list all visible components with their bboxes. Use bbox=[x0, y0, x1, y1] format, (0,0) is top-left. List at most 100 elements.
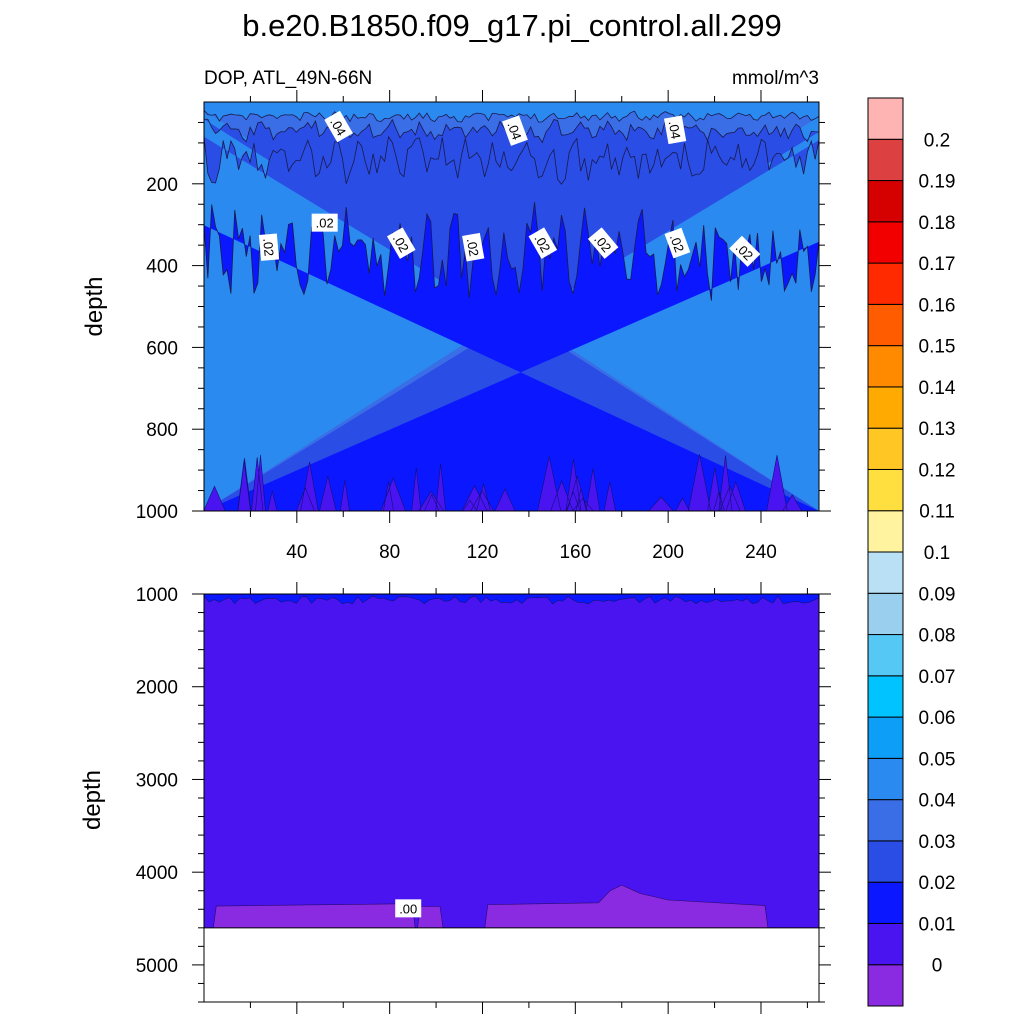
colorbar-label: 0.05 bbox=[919, 749, 956, 770]
contour-label-bg bbox=[663, 115, 687, 145]
upper-contour-label: .02 bbox=[587, 227, 619, 259]
y-tick-label: 200 bbox=[146, 175, 178, 196]
colorbar-swatch bbox=[867, 716, 904, 759]
colorbar-label: 0.16 bbox=[919, 295, 956, 316]
colorbar-swatch bbox=[867, 427, 904, 470]
y-tick-label: 4000 bbox=[136, 863, 178, 884]
contour-label: .02 bbox=[667, 232, 687, 254]
contour-label-bg bbox=[587, 227, 619, 259]
y-tick-label: 2000 bbox=[136, 678, 178, 699]
colorbar-label: 0.09 bbox=[919, 584, 956, 605]
upper-contour-label: .04 bbox=[502, 115, 528, 146]
lower-contour-label: .00 bbox=[395, 899, 422, 918]
upper-contour-label: .04 bbox=[324, 110, 353, 143]
colorbar-swatch bbox=[867, 922, 904, 966]
upper-contour-label: .02 bbox=[729, 235, 761, 267]
y-tick-label: 3000 bbox=[136, 770, 178, 791]
colorbar-label: 0.04 bbox=[919, 791, 956, 812]
colorbar-swatch bbox=[867, 262, 904, 305]
x-tick-label: 80 bbox=[379, 542, 400, 563]
upper-y-axis-label: depth bbox=[81, 276, 108, 336]
upper-contour-label: .02 bbox=[258, 233, 280, 261]
contour-line-0 bbox=[203, 110, 820, 123]
contour-label: .00 bbox=[399, 901, 417, 916]
band-0-lower bbox=[417, 906, 444, 929]
colorbar-swatch bbox=[867, 757, 904, 801]
contour-label: .02 bbox=[316, 216, 334, 231]
contour-label-bg bbox=[311, 213, 338, 232]
colorbar-swatch bbox=[867, 675, 904, 718]
right-subtitle: mmol/m^3 bbox=[732, 68, 819, 89]
colorbar-swatch bbox=[867, 964, 904, 1007]
contour-line-2 bbox=[203, 135, 820, 185]
colorbar-label: 0.1 bbox=[924, 543, 950, 564]
colorbar-label: 0.03 bbox=[919, 832, 956, 853]
colorbar-swatch bbox=[867, 592, 904, 636]
band-0-lower bbox=[212, 903, 416, 929]
x-tick-label: 200 bbox=[652, 542, 684, 563]
x-tick-label: 120 bbox=[467, 542, 499, 563]
colorbar-swatch bbox=[867, 468, 904, 512]
contour-label: .02 bbox=[260, 238, 277, 257]
contour-label-bg bbox=[386, 227, 416, 259]
colorbar-swatch bbox=[867, 345, 904, 388]
y-tick-label: 600 bbox=[146, 338, 178, 359]
upper-contour-label: .02 bbox=[462, 232, 485, 262]
lower-y-axis-label: depth bbox=[79, 770, 106, 830]
y-tick-label: 1000 bbox=[136, 502, 178, 523]
upper-contour-label: .04 bbox=[663, 115, 687, 145]
x-tick-label: 160 bbox=[559, 542, 591, 563]
y-tick-label: 5000 bbox=[136, 956, 178, 977]
colorbar-label: 0.2 bbox=[924, 130, 950, 151]
colorbar-label: 0 bbox=[932, 956, 943, 977]
colorbar-label: 0.06 bbox=[919, 708, 956, 729]
band-0.03b bbox=[204, 136, 819, 512]
contour-label-bg bbox=[462, 232, 485, 262]
band-0.00-lower bbox=[204, 594, 819, 928]
contour-label-bg bbox=[664, 227, 691, 259]
colorbar-label: 0.18 bbox=[919, 213, 956, 234]
colorbar-swatch bbox=[867, 138, 904, 182]
upper-contour-label: .02 bbox=[311, 213, 338, 232]
contour-label: .04 bbox=[666, 120, 684, 140]
bathymetry-mask bbox=[204, 927, 819, 1002]
colorbar-label: 0.13 bbox=[919, 419, 956, 440]
x-tick-label: 40 bbox=[286, 542, 307, 563]
upper-contour-label: .02 bbox=[528, 227, 558, 259]
colorbar-swatch bbox=[867, 799, 904, 842]
contour-label: .04 bbox=[504, 120, 524, 142]
y-tick-label: 400 bbox=[146, 257, 178, 278]
colorbar-swatch bbox=[867, 840, 904, 883]
contour-label-bg bbox=[528, 227, 558, 259]
contour-label-bg bbox=[258, 233, 280, 261]
chart-title: b.e20.B1850.f09_g17.pi_control.all.299 bbox=[242, 8, 782, 43]
colorbar-label: 0.02 bbox=[919, 873, 956, 894]
colorbar-label: 0.01 bbox=[919, 914, 956, 935]
lower-panel: .00 1000 2000 3000 4000 5000 depth bbox=[79, 582, 831, 1014]
colorbar-swatch bbox=[867, 881, 904, 924]
upper-panel: .04 .04 .04 .02 .02 .02 .02 .02 .02 .02 .02 200 400 6… bbox=[81, 90, 831, 563]
colorbar-label: 0.07 bbox=[919, 667, 956, 688]
colorbar-label: 0.11 bbox=[919, 502, 955, 523]
y-tick-label: 1000 bbox=[136, 585, 178, 606]
contour-label: .02 bbox=[464, 237, 482, 257]
upper-contour-label: .02 bbox=[664, 227, 691, 259]
colorbar-swatch bbox=[867, 510, 904, 553]
colorbar-swatch bbox=[867, 180, 904, 223]
colorbar-swatch bbox=[867, 303, 904, 347]
colorbar-label: 0.08 bbox=[919, 626, 956, 647]
colorbar-swatch bbox=[867, 386, 904, 429]
contour-label-bg bbox=[502, 115, 528, 146]
colorbar-swatch bbox=[867, 221, 904, 264]
contour-label-bg bbox=[729, 235, 761, 267]
colorbar-label: 0.15 bbox=[919, 337, 956, 358]
band-0-lower bbox=[484, 884, 769, 929]
colorbar-label: 0.14 bbox=[919, 378, 956, 399]
contour-label-bg bbox=[324, 110, 353, 143]
band-0.00 bbox=[203, 454, 803, 512]
band-0.01 bbox=[204, 202, 819, 511]
y-tick-label: 800 bbox=[146, 420, 178, 441]
left-subtitle: DOP, ATL_49N-66N bbox=[204, 68, 372, 89]
contour-line-3 bbox=[203, 202, 820, 301]
